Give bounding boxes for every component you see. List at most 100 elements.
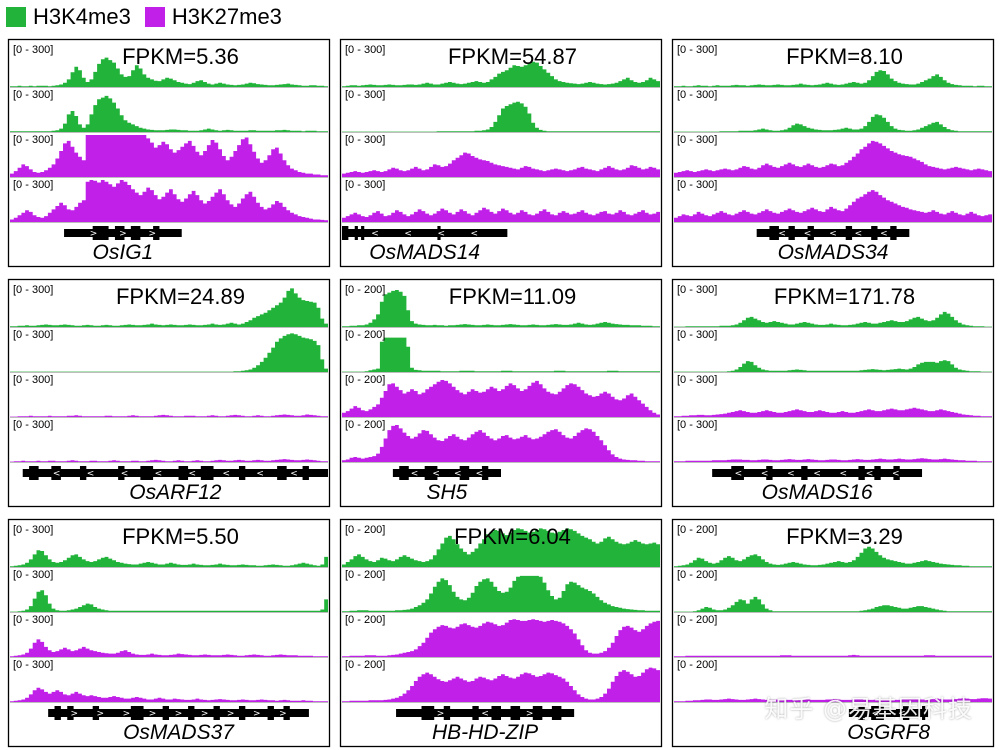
legend: H3K4me3 H3K27me3 [6, 4, 296, 30]
track-range-label: [0 - 300] [677, 284, 717, 296]
strand-arrow: < [787, 469, 795, 479]
strand-arrow: > [123, 709, 131, 719]
track-range-label: [0 - 300] [13, 179, 53, 191]
gene-model-exon [200, 466, 214, 480]
gene-model-exon [178, 466, 189, 480]
strand-arrow: < [371, 229, 379, 239]
signal-track-h3k4me3 [674, 546, 992, 567]
fpkm-label: FPKM=5.50 [122, 524, 239, 549]
strand-arrow: < [290, 469, 298, 479]
gene-name: OsMADS14 [369, 241, 480, 264]
strand-arrow: < [735, 469, 743, 479]
fpkm-label: FPKM=24.89 [116, 284, 245, 309]
track-range-label: [0 - 300] [345, 179, 385, 191]
strand-arrow: < [432, 469, 440, 479]
track-range-label: [0 - 300] [345, 89, 385, 101]
gene-model-exon [858, 706, 865, 720]
signal-track-h3k4me3 [674, 360, 992, 372]
gene-model-exon [922, 706, 926, 720]
gene-model-body [712, 469, 923, 477]
signal-track-h3k27me3 [674, 407, 992, 417]
gene-model-body [22, 469, 328, 477]
strand-arrow: > [227, 709, 235, 719]
track-range-label: [0 - 200] [345, 284, 385, 296]
signal-track-h3k4me3 [10, 590, 328, 612]
fpkm-label: FPKM=11.09 [449, 284, 576, 309]
gene-model-body [848, 709, 929, 717]
signal-track-h3k4me3 [10, 333, 328, 372]
gene-model-exon [491, 706, 501, 720]
strand-arrow: > [279, 709, 287, 719]
gene-model-exon [283, 706, 290, 720]
strand-arrow: > [437, 709, 445, 719]
gene-model-exon [443, 706, 451, 720]
legend-item-h3k27me3: H3K27me3 [144, 4, 282, 30]
gene-model-exon [188, 706, 195, 720]
gene-model-exon [788, 226, 795, 240]
strand-arrow: < [121, 469, 129, 479]
gene-model-exon [213, 706, 220, 720]
gene-model-exon [472, 706, 479, 720]
track-range-label: [0 - 300] [677, 179, 717, 191]
track-range-label: [0 - 300] [13, 569, 53, 581]
signal-track-h3k27me3 [10, 180, 328, 222]
strand-arrow: < [813, 469, 821, 479]
legend-swatch-h3k27me3 [144, 7, 165, 27]
gene-model-exon [532, 706, 543, 720]
watermark: 知乎 @易基因科技 [764, 695, 973, 723]
track-range-label: [0 - 300] [677, 134, 717, 146]
gene-model-exon [238, 706, 246, 720]
strand-arrow: < [872, 709, 880, 719]
legend-swatch-h3k4me3 [6, 7, 26, 27]
track-range-label: [0 - 300] [345, 44, 385, 56]
gene-model-exon [140, 466, 154, 480]
signal-track-h3k4me3 [10, 57, 328, 87]
gene-model-body [48, 709, 309, 717]
signal-track-h3k27me3 [342, 667, 660, 702]
panel-sh5: [0 - 200] [0 - 200] [0 - 200] [0 - 200] FPKM… [339, 278, 663, 508]
fpkm-label: FPKM=3.29 [786, 524, 903, 549]
gene-model-exon [874, 466, 881, 480]
strand-arrow: < [476, 469, 484, 479]
gene-model-exon [361, 226, 365, 240]
track-range-label: [0 - 300] [677, 44, 717, 56]
strand-arrow: > [201, 709, 209, 719]
fpkm-label: FPKM=171.78 [774, 284, 915, 309]
track-range-label: [0 - 300] [13, 89, 53, 101]
gene-model-exon [354, 226, 358, 240]
strand-arrow: > [90, 229, 98, 239]
signal-track-h3k4me3 [674, 70, 992, 87]
gene-name: OsIG1 [93, 241, 154, 264]
signal-track-h3k4me3 [10, 95, 328, 132]
signal-track-h3k27me3 [674, 698, 992, 702]
track-range-label: [0 - 300] [677, 374, 717, 386]
gene-model-exon [807, 226, 814, 240]
gene-model-exon [51, 466, 61, 480]
gene-model-exon [79, 466, 87, 480]
track-range-label: [0 - 200] [345, 329, 385, 341]
strand-arrow: < [155, 469, 163, 479]
signal-track-h3k27me3 [10, 135, 328, 177]
gene-model-exon [67, 706, 74, 720]
strand-arrow: < [481, 709, 489, 719]
strand-arrow: > [149, 229, 157, 239]
track-range-label: [0 - 200] [677, 569, 717, 581]
strand-arrow: < [855, 229, 863, 239]
gene-model-exon [238, 466, 246, 480]
signal-track-h3k4me3 [342, 528, 660, 567]
gene-model-exon [858, 466, 865, 480]
signal-track-h3k4me3 [342, 61, 660, 87]
legend-label-h3k27me3: H3K27me3 [171, 4, 282, 29]
fpkm-label: FPKM=6.04 [454, 524, 571, 549]
signal-track-h3k4me3 [674, 311, 992, 327]
track-range-label: [0 - 300] [13, 614, 53, 626]
gene-model-exon [424, 466, 438, 480]
track-range-label: [0 - 200] [677, 659, 717, 671]
track-range-label: [0 - 200] [345, 524, 385, 536]
strand-arrow: < [222, 469, 230, 479]
panel-osig1: [0 - 300] [0 - 300] [0 - 300] [0 - 300] FPKM… [7, 38, 331, 268]
gene-model-exon [801, 466, 808, 480]
track-range-label: [0 - 200] [345, 419, 385, 431]
signal-track-h3k27me3 [674, 190, 992, 222]
